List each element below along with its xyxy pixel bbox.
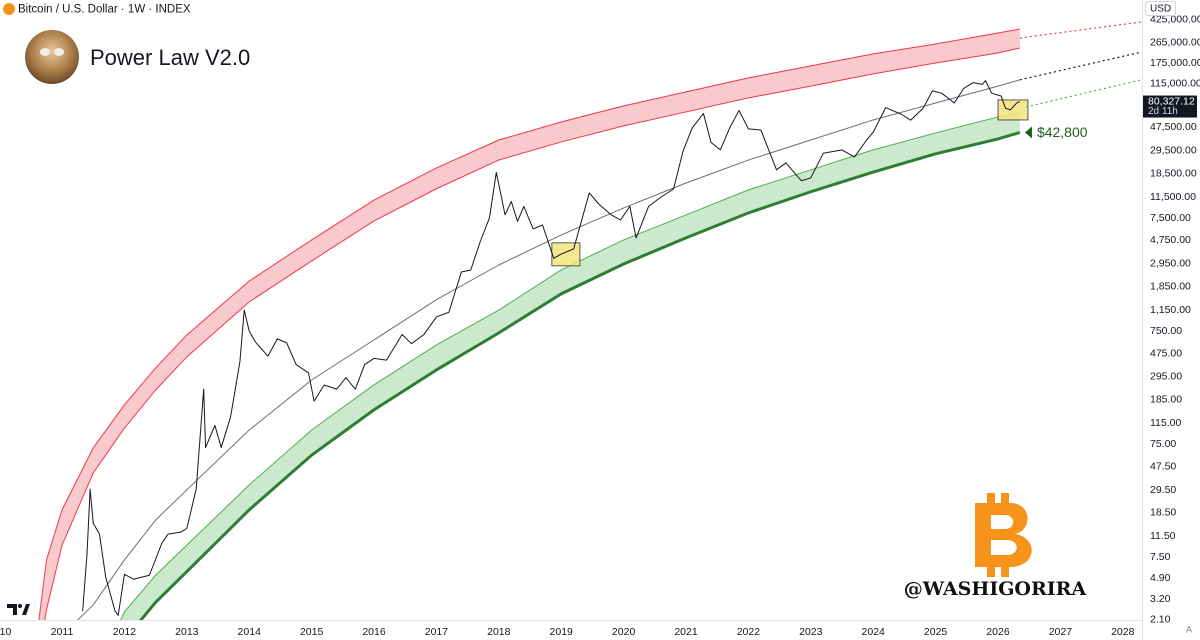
highlight-box [997,99,1029,121]
y-tick-label: 47.50 [1150,460,1176,472]
y-tick-label: 18.50 [1150,507,1176,519]
projection-line [1019,51,1142,81]
x-tick-label: 2022 [737,626,761,638]
price-countdown: 2d 11h [1148,106,1178,117]
tv-logo [7,604,30,615]
y-tick-label: 7,500.00 [1150,212,1191,224]
plot-area [38,21,1142,620]
symbol-icon [3,3,15,15]
auto-scale-button[interactable]: A [1186,624,1192,634]
y-tick-label: 185.00 [1150,394,1182,406]
annotation-marker [1024,126,1032,139]
chart-title: Power Law V2.0 [90,45,250,70]
y-tick-label: 4,750.00 [1150,234,1191,246]
avatar-glasses [40,48,50,56]
series-line [82,80,1021,616]
currency-badge[interactable] [1145,1,1176,16]
symbol-label[interactable]: Bitcoin / U.S. Dollar · 1W · INDEX [18,4,191,16]
x-tick-label: 2024 [862,626,886,638]
y-tick-label: 11.50 [1150,530,1176,542]
band-upper-edge [120,112,1020,620]
x-tick-label: 2012 [113,626,137,638]
series-line [77,79,1020,620]
y-tick-label: 1,150.00 [1150,304,1191,316]
x-tick-label: 2016 [362,626,386,638]
x-tick-label: 2013 [175,626,199,638]
x-tick-label: 2021 [674,626,698,638]
y-tick-label: 29.50 [1150,484,1176,496]
x-tick-label: 2011 [51,626,74,638]
highlight-box [551,242,581,267]
price-label-box [1143,95,1197,118]
y-tick-label: 175,000.00 [1150,57,1200,69]
y-tick-label: 29,500.00 [1150,145,1197,157]
currency-label[interactable]: USD [1150,4,1171,15]
y-tick-label: 1,850.00 [1150,281,1191,293]
watermark: @WASHIGORIRA [904,578,1087,600]
y-tick-label: 425,000.00 [1150,14,1200,26]
y-tick-label: 750.00 [1150,325,1182,337]
avatar [25,30,79,84]
y-tick-label: 2,950.00 [1150,258,1191,270]
y-tick-label: 7.50 [1150,551,1171,563]
price-label: 80,327.12 [1148,95,1195,107]
x-tick-label: 2023 [799,626,823,638]
y-tick-label: 3.20 [1150,593,1171,605]
y-tick-label: 115.00 [1150,417,1181,429]
axes: 425,000.00 265,000.00 175,000.00 115,000.00… [0,14,1200,638]
x-tick-label: 2015 [300,626,324,638]
band-upper-edge [38,28,1020,620]
x-tick-label: 2010 [0,626,11,638]
avatar-glasses [54,48,64,56]
projection-line [1019,21,1142,39]
y-tick-label: 75.00 [1150,438,1176,450]
x-tick-label: 2014 [238,626,262,638]
x-tick-label: 2017 [425,626,449,638]
y-tick-label: 4.90 [1150,572,1171,584]
x-tick-label: 2026 [986,626,1010,638]
y-tick-label: 2.10 [1150,614,1171,626]
x-tick-label: 2028 [1111,626,1135,638]
band-lower-edge [44,47,1020,620]
y-tick-label: 11,500.00 [1150,191,1196,203]
x-tick-label: 2019 [550,626,574,638]
bitcoin-logo [975,493,1032,577]
x-tick-label: 2027 [1049,626,1073,638]
band-area [38,28,1020,620]
x-tick-label: 2020 [612,626,636,638]
x-tick-label: 2018 [487,626,511,638]
annotation-label: $42,800 [1037,124,1088,140]
band-lower-edge [139,131,1021,620]
x-tick-label: 2025 [924,626,948,638]
y-tick-label: 295.00 [1150,371,1182,383]
y-tick-label: 18,500.00 [1150,167,1197,179]
y-tick-label: 47,500.00 [1150,121,1197,133]
y-tick-label: 265,000.00 [1150,37,1200,49]
y-tick-label: 475.00 [1150,347,1182,359]
y-tick-label: 115,000.00 [1150,78,1200,90]
